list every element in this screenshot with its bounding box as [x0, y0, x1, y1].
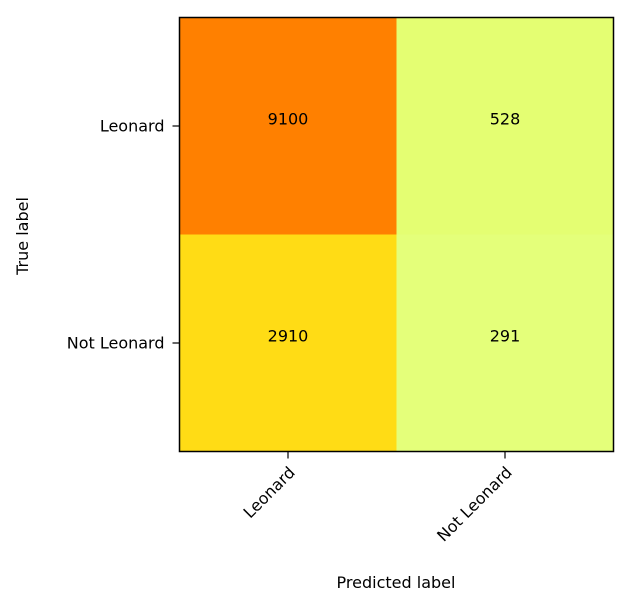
y-axis-ticks: Leonard Not Leonard — [67, 117, 180, 353]
heatmap-cell — [179, 234, 397, 452]
cell-value-label: 2910 — [268, 327, 309, 346]
heatmap-cell — [396, 17, 614, 235]
heatmap-cell — [179, 17, 397, 235]
heatmap-cells — [179, 17, 614, 452]
cell-value-label: 528 — [490, 110, 521, 129]
x-axis-label: Predicted label — [337, 573, 456, 592]
cell-value-label: 291 — [490, 327, 521, 346]
x-axis-ticks: Leonard Not Leonard — [240, 451, 516, 546]
cell-value-label: 9100 — [268, 110, 309, 129]
plot-frame — [178, 16, 615, 453]
cell-value-labels: 9100 528 2910 291 — [268, 110, 521, 346]
x-tick-label: Not Leonard — [433, 463, 516, 546]
heatmap-cell — [396, 234, 614, 452]
y-axis-label: True label — [13, 197, 32, 276]
y-tick-label: Not Leonard — [67, 334, 165, 353]
y-tick-label: Leonard — [100, 117, 165, 136]
x-tick-label: Leonard — [240, 463, 299, 522]
